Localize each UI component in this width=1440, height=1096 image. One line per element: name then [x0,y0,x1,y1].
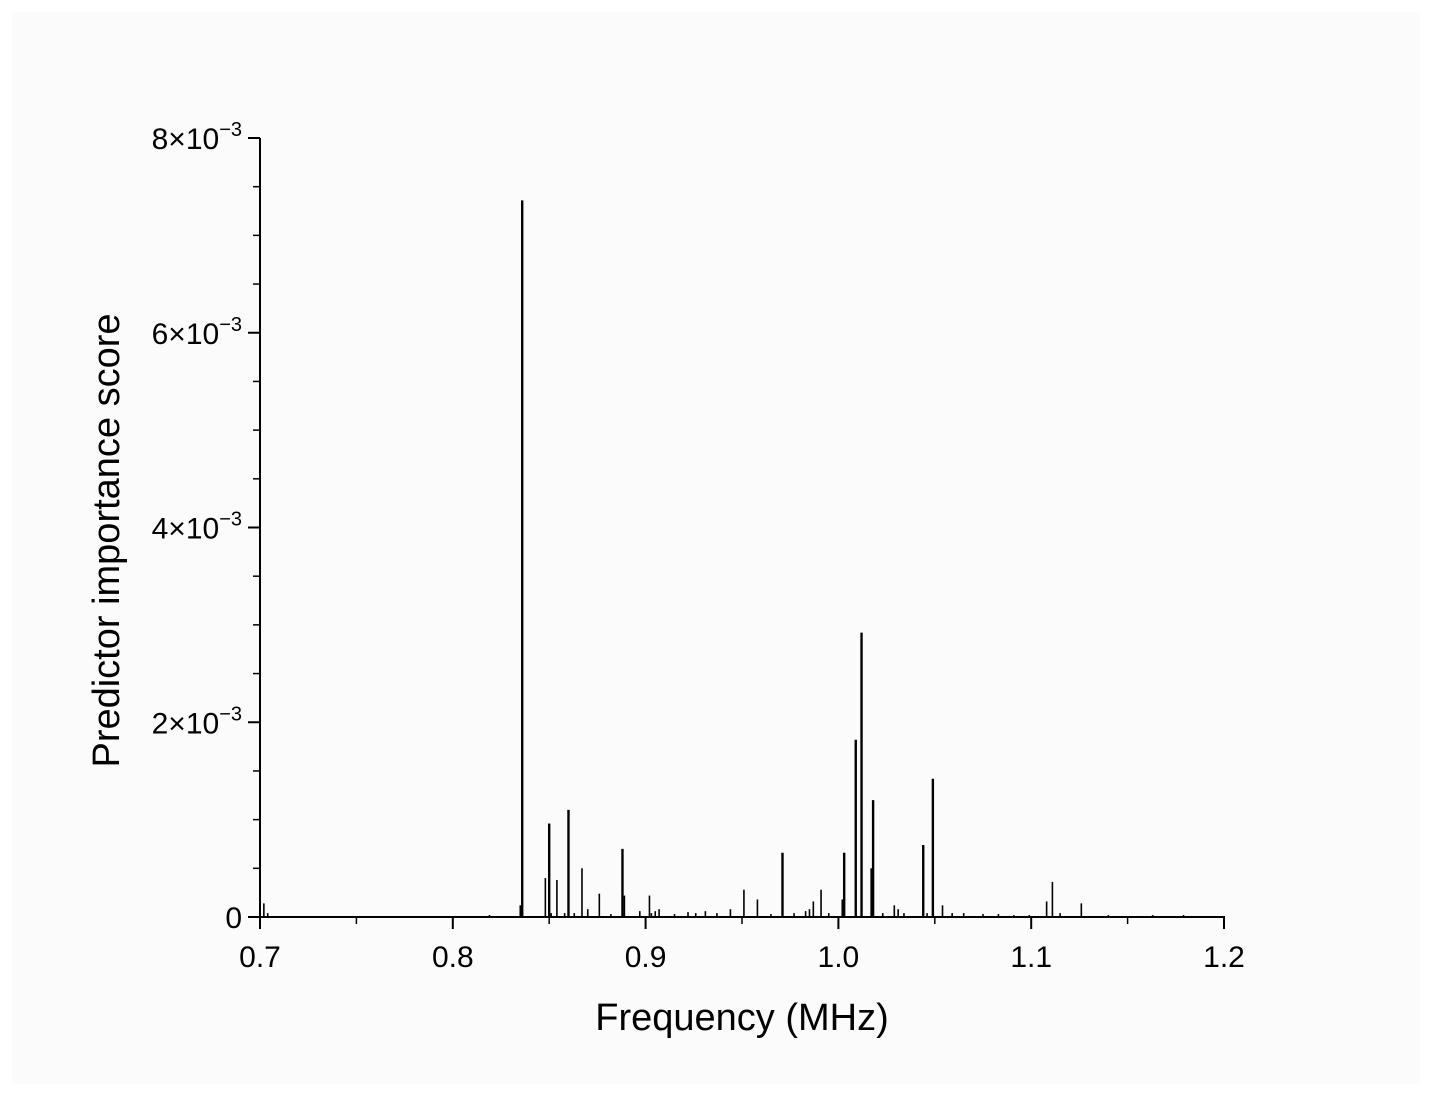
importance-spectrum-chart: 0.7 0.8 0.9 1.0 1.1 1.2 0 2×10−3 4×10−3 6×10−3 8×… [86,119,1245,1039]
x-tick-label: 1.0 [818,941,860,974]
x-tick-label: 1.2 [1203,941,1245,974]
y-tick-label: 0 [225,902,242,935]
y-tick-label: 4×10−3 [152,509,242,546]
y-axis-label: Predictor importance score [86,313,128,767]
x-tick-label: 0.7 [239,941,281,974]
y-tick-label: 2×10−3 [152,703,242,740]
axes [259,138,1225,918]
x-tick-label: 0.8 [432,941,474,974]
figure: 0.7 0.8 0.9 1.0 1.1 1.2 0 2×10−3 4×10−3 6×10−3 8×… [12,12,1420,1084]
y-ticks: 0 2×10−3 4×10−3 6×10−3 8×10−3 [152,119,260,935]
y-tick-label: 6×10−3 [152,314,242,351]
x-ticks: 0.7 0.8 0.9 1.0 1.1 1.2 [239,917,1245,974]
x-axis-label: Frequency (MHz) [595,997,889,1039]
bars [263,200,1185,917]
x-tick-label: 0.9 [625,941,667,974]
x-tick-label: 1.1 [1010,941,1052,974]
y-tick-label: 8×10−3 [152,119,242,156]
